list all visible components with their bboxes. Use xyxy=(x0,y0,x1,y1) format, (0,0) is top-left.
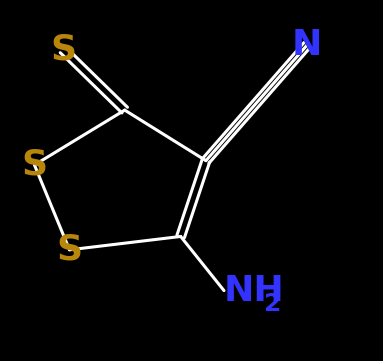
Text: 2: 2 xyxy=(264,292,281,316)
Text: N: N xyxy=(292,28,322,62)
Text: S: S xyxy=(56,233,83,267)
Text: S: S xyxy=(50,33,76,67)
Text: S: S xyxy=(21,148,47,182)
Text: NH: NH xyxy=(224,274,285,308)
